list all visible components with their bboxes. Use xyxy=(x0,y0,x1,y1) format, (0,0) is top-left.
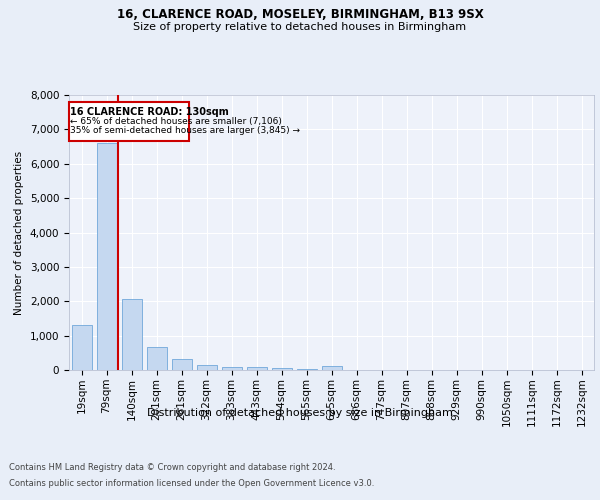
Text: Size of property relative to detached houses in Birmingham: Size of property relative to detached ho… xyxy=(133,22,467,32)
Bar xyxy=(322,366,341,370)
Text: Contains public sector information licensed under the Open Government Licence v3: Contains public sector information licen… xyxy=(9,479,374,488)
Bar xyxy=(197,365,217,370)
Bar xyxy=(71,326,91,370)
Bar xyxy=(146,347,167,370)
Text: 35% of semi-detached houses are larger (3,845) →: 35% of semi-detached houses are larger (… xyxy=(70,126,300,135)
Text: 16, CLARENCE ROAD, MOSELEY, BIRMINGHAM, B13 9SX: 16, CLARENCE ROAD, MOSELEY, BIRMINGHAM, … xyxy=(116,8,484,20)
Bar xyxy=(97,143,116,370)
Y-axis label: Number of detached properties: Number of detached properties xyxy=(14,150,24,314)
Bar xyxy=(172,360,191,370)
Bar xyxy=(296,368,317,370)
Text: ← 65% of detached houses are smaller (7,106): ← 65% of detached houses are smaller (7,… xyxy=(70,118,282,126)
Bar xyxy=(247,367,266,370)
Text: Contains HM Land Registry data © Crown copyright and database right 2024.: Contains HM Land Registry data © Crown c… xyxy=(9,462,335,471)
Bar xyxy=(271,368,292,370)
Bar xyxy=(69,102,189,142)
Text: 16 CLARENCE ROAD: 130sqm: 16 CLARENCE ROAD: 130sqm xyxy=(70,107,229,117)
Bar xyxy=(221,366,241,370)
Text: Distribution of detached houses by size in Birmingham: Distribution of detached houses by size … xyxy=(147,408,453,418)
Bar xyxy=(121,298,142,370)
